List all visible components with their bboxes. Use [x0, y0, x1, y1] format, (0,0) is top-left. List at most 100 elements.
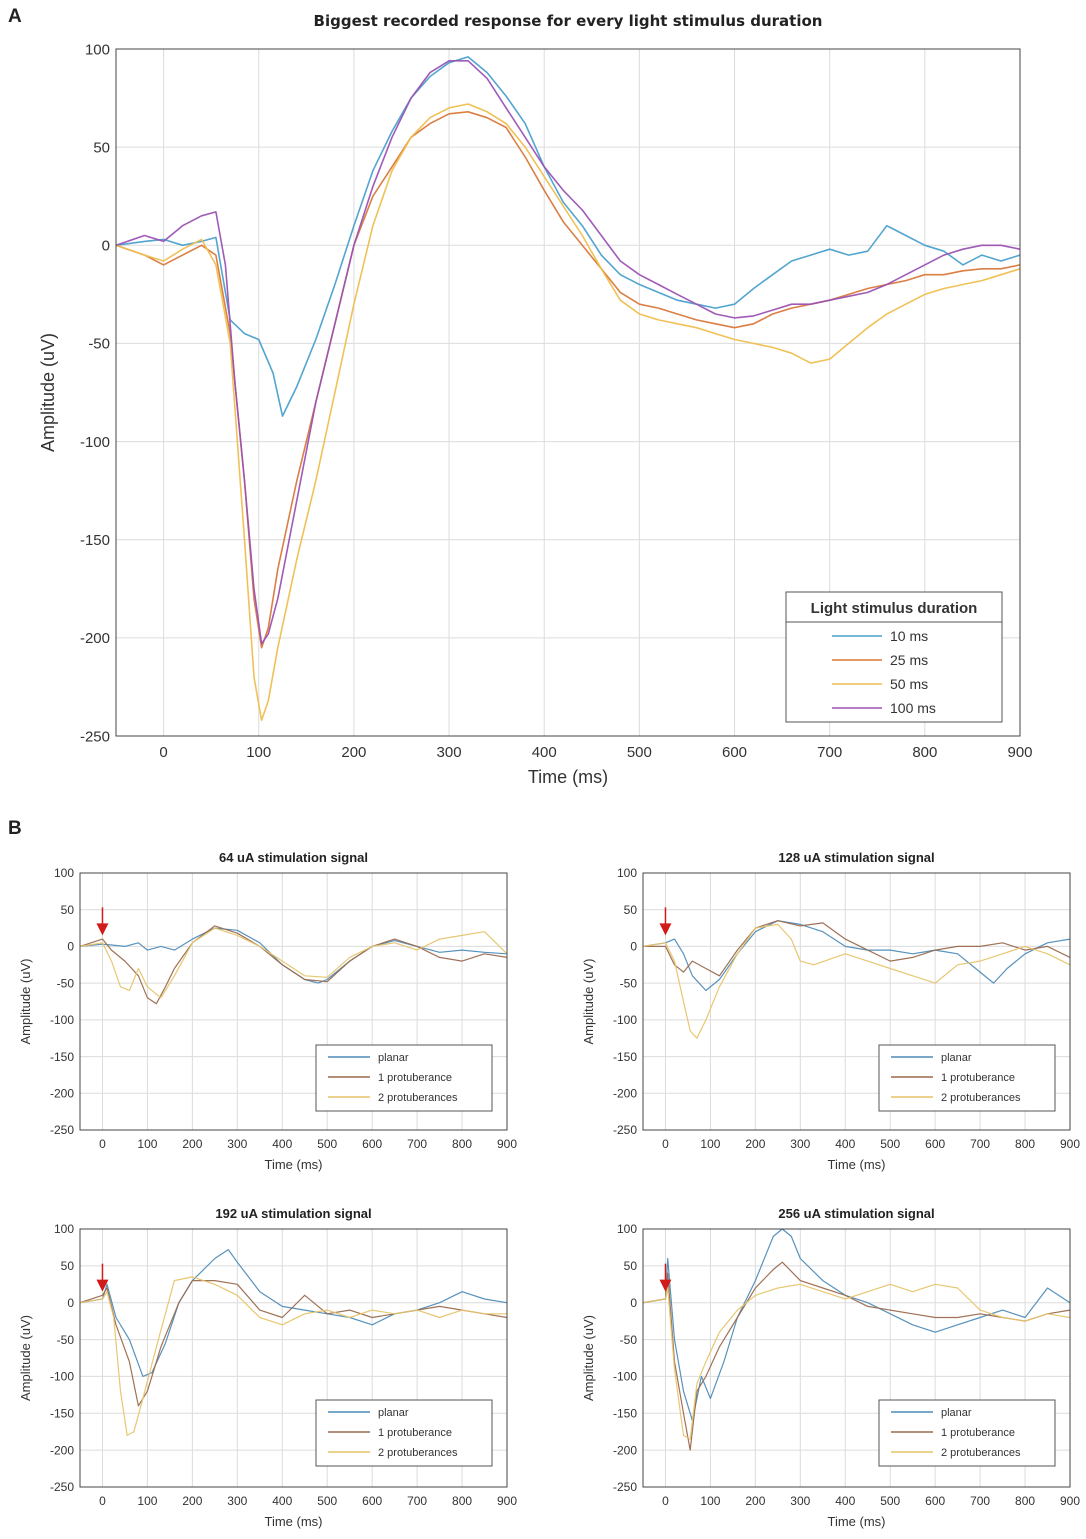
- y-axis-label: Amplitude (uV): [581, 959, 596, 1045]
- y-tick-label: 50: [61, 1259, 75, 1273]
- y-tick-label: -100: [613, 1013, 637, 1027]
- chart-0: 0 100 200 300 400 500 600 700 800 900-250-200-150…: [38, 12, 1033, 787]
- y-tick-label: 100: [617, 866, 637, 880]
- x-tick-label: 300: [437, 744, 462, 761]
- legend: planar 1 protuberance 2 protuberances: [315, 1399, 493, 1467]
- x-tick-label: 400: [272, 1137, 292, 1151]
- y-axis-label: Amplitude (uV): [38, 333, 58, 452]
- x-tick-label: 500: [317, 1494, 337, 1508]
- legend-entry: 2 protuberances: [378, 1447, 458, 1459]
- y-tick-label: -100: [80, 434, 110, 451]
- x-tick-label: 600: [925, 1494, 945, 1508]
- y-tick-label: -250: [613, 1123, 637, 1137]
- legend-entry: 1 protuberance: [941, 1072, 1015, 1084]
- x-tick-label: 0: [99, 1494, 106, 1508]
- x-tick-label: 600: [362, 1494, 382, 1508]
- x-tick-label: 300: [790, 1137, 810, 1151]
- x-tick-label: 200: [182, 1137, 202, 1151]
- y-tick-label: -150: [50, 1406, 74, 1420]
- legend: planar 1 protuberance 2 protuberances: [315, 1044, 493, 1112]
- chart-title: 256 uA stimulation signal: [778, 1206, 934, 1221]
- stimulus-arrow-head: [659, 1279, 672, 1292]
- x-axis-label: Time (ms): [264, 1514, 322, 1529]
- y-tick-label: -50: [620, 1333, 638, 1347]
- legend: planar 1 protuberance 2 protuberances: [878, 1044, 1056, 1112]
- y-tick-label: 0: [630, 940, 637, 954]
- legend-entry: planar: [378, 1052, 409, 1064]
- y-tick-label: -200: [50, 1443, 74, 1457]
- x-tick-label: 200: [745, 1137, 765, 1151]
- x-tick-label: 400: [272, 1494, 292, 1508]
- axes-box: [642, 1228, 1071, 1488]
- chart-2: 0 100 200 300 400 500 600 700 800 900-250-200-150…: [581, 850, 1080, 1172]
- y-axis-label: Amplitude (uV): [18, 959, 33, 1045]
- y-tick-label: 0: [67, 1296, 74, 1310]
- x-tick-label: 0: [159, 744, 167, 761]
- x-tick-label: 100: [700, 1137, 720, 1151]
- x-tick-label: 0: [662, 1494, 669, 1508]
- x-tick-label: 200: [182, 1494, 202, 1508]
- panel-a-label: A: [8, 6, 22, 27]
- y-tick-label: -150: [50, 1050, 74, 1064]
- y-tick-label: 0: [630, 1296, 637, 1310]
- x-tick-label: 100: [137, 1137, 157, 1151]
- x-tick-label: 0: [99, 1137, 106, 1151]
- y-tick-label: -100: [50, 1013, 74, 1027]
- chart-1: 0 100 200 300 400 500 600 700 800 900-250-200-150…: [18, 850, 517, 1172]
- legend-entry: planar: [941, 1407, 972, 1419]
- x-tick-label: 500: [627, 744, 652, 761]
- x-tick-label: 500: [880, 1137, 900, 1151]
- y-tick-label: 0: [102, 238, 110, 255]
- legend-entry: 2 protuberances: [941, 1447, 1021, 1459]
- y-tick-label: -250: [50, 1123, 74, 1137]
- y-tick-label: -50: [88, 336, 110, 353]
- x-tick-label: 700: [970, 1137, 990, 1151]
- legend-entry: planar: [378, 1407, 409, 1419]
- y-tick-label: -200: [50, 1086, 74, 1100]
- x-tick-label: 200: [341, 744, 366, 761]
- series-line-1: [79, 1280, 508, 1407]
- x-tick-label: 400: [532, 744, 557, 761]
- x-tick-label: 900: [497, 1137, 517, 1151]
- y-tick-label: -150: [613, 1406, 637, 1420]
- legend: Light stimulus duration 10 ms 25 ms 50 ms 10…: [785, 591, 1003, 723]
- legend-entry: 100 ms: [890, 700, 936, 716]
- y-tick-label: -100: [613, 1370, 637, 1384]
- stimulus-arrow-head: [96, 1279, 109, 1292]
- axes-box: [79, 872, 508, 1131]
- series-line-2: [642, 923, 1071, 1039]
- series-line-2: [79, 1276, 507, 1436]
- x-tick-label: 800: [1015, 1137, 1035, 1151]
- y-tick-label: -150: [80, 532, 110, 549]
- legend: planar 1 protuberance 2 protuberances: [878, 1399, 1056, 1467]
- x-tick-label: 900: [1060, 1494, 1080, 1508]
- legend-title: Light stimulus duration: [811, 600, 978, 617]
- x-tick-label: 400: [835, 1137, 855, 1151]
- series-line-1: [642, 1261, 1071, 1451]
- x-tick-label: 900: [497, 1494, 517, 1508]
- series-line-1: [643, 920, 1071, 977]
- y-axis-label: Amplitude (uV): [581, 1315, 596, 1401]
- x-tick-label: 800: [1015, 1494, 1035, 1508]
- y-tick-label: 100: [617, 1222, 637, 1236]
- chart-title: Biggest recorded response for every ligh…: [314, 12, 823, 30]
- axes-box: [642, 872, 1071, 1131]
- y-tick-label: 50: [61, 903, 75, 917]
- series-line-2: [642, 1283, 1071, 1440]
- x-tick-label: 600: [362, 1137, 382, 1151]
- stimulus-arrow-head: [96, 923, 109, 936]
- panel-b-label: B: [8, 818, 22, 839]
- x-tick-label: 800: [452, 1494, 472, 1508]
- y-tick-label: -250: [50, 1480, 74, 1494]
- x-tick-label: 700: [407, 1137, 427, 1151]
- series-line-0: [115, 56, 1021, 417]
- series-line-0: [642, 1228, 1071, 1422]
- y-tick-label: 50: [624, 1259, 638, 1273]
- legend-entry: 50 ms: [890, 676, 928, 692]
- chart-title: 64 uA stimulation signal: [219, 850, 368, 865]
- legend-entry: 25 ms: [890, 652, 928, 668]
- series-line-1: [115, 111, 1021, 649]
- x-tick-label: 0: [662, 1137, 669, 1151]
- chart-3: 0 100 200 300 400 500 600 700 800 900-250-200-150…: [18, 1206, 517, 1529]
